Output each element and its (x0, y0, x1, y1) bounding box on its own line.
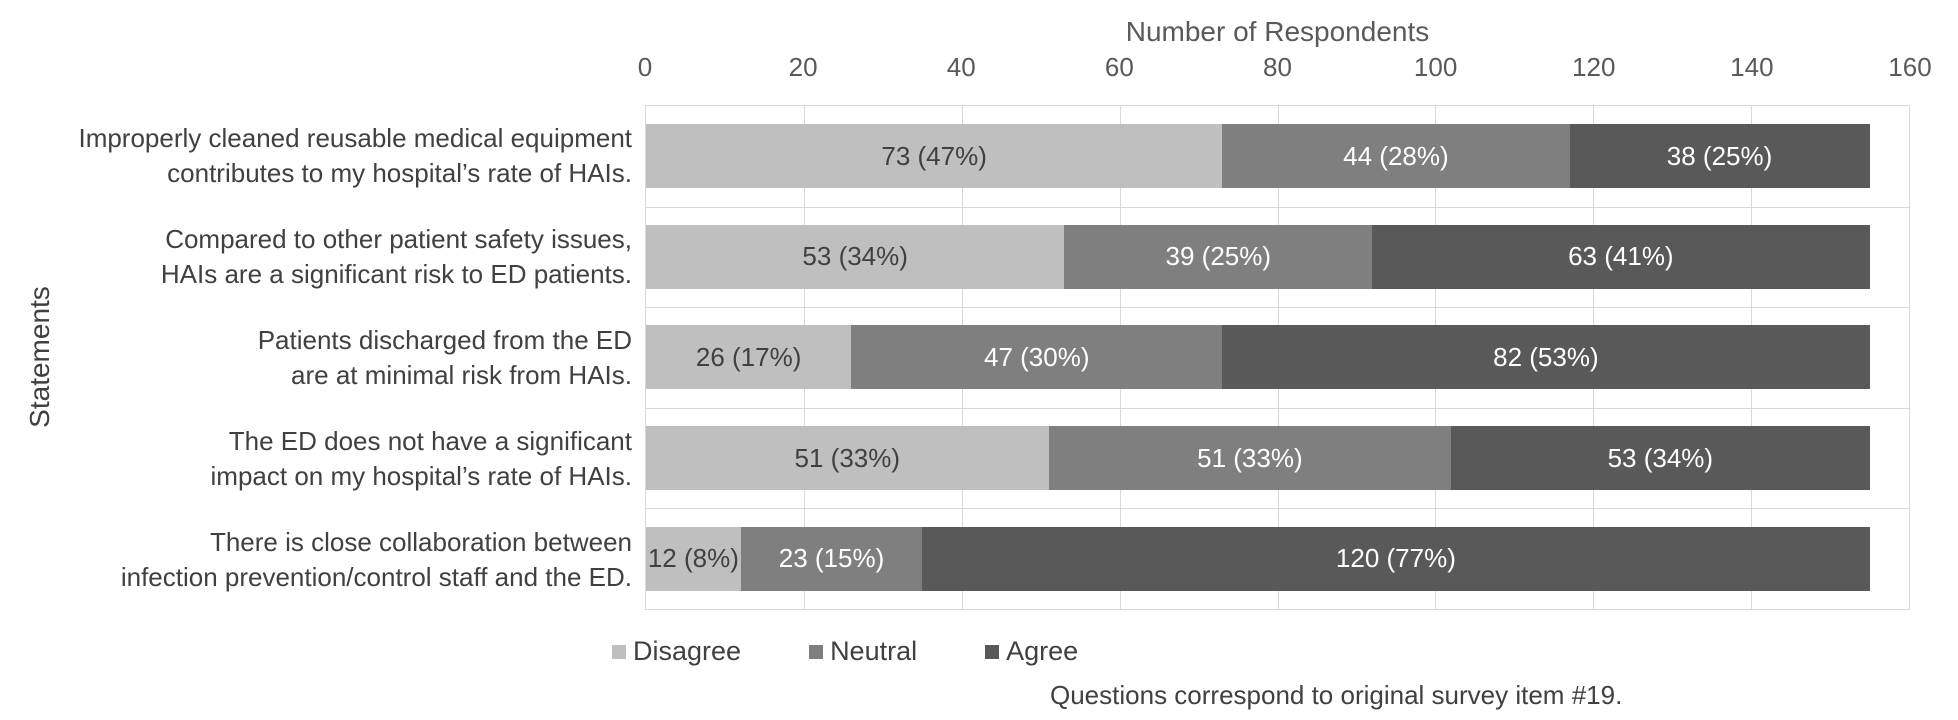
legend-label: Agree (1006, 636, 1079, 666)
x-tick-label: 100 (1413, 52, 1458, 82)
bar-segment-disagree: 73 (47%) (646, 124, 1223, 189)
bar-segment-disagree: 26 (17%) (646, 325, 852, 390)
bar-segment-agree: 63 (41%) (1372, 224, 1870, 289)
bar-segment-disagree: 51 (33%) (646, 426, 1049, 491)
category-label: Improperly cleaned reusable medical equi… (78, 123, 632, 188)
chart-row: 12 (8%) 23 (15%) 120 (77%) (646, 508, 1909, 609)
footnote: Questions correspond to original survey … (1050, 680, 1623, 710)
legend-item-neutral: Neutral (809, 636, 917, 667)
x-tick-label: 20 (788, 52, 818, 82)
x-tick-label: 40 (946, 52, 976, 82)
x-tick-label: 80 (1263, 52, 1292, 82)
horizontal-gridline (646, 407, 1909, 409)
bar-segment-agree: 82 (53%) (1222, 325, 1870, 390)
legend-item-agree: Agree (985, 636, 1078, 667)
category-label: The ED does not have a significant impac… (210, 426, 632, 491)
x-axis-title: Number of Respondents (1125, 16, 1430, 47)
bar-segment-agree: 38 (25%) (1569, 124, 1870, 189)
category-label: Compared to other patient safety issues,… (160, 224, 632, 289)
category-labels: Improperly cleaned reusable medical equi… (0, 105, 632, 610)
bar-segment-disagree: 12 (8%) (646, 526, 741, 591)
category-label: There is close collaboration between inf… (120, 527, 632, 592)
chart-row: 26 (17%) 47 (30%) 82 (53%) (646, 307, 1909, 408)
horizontal-gridline (646, 307, 1909, 309)
bar-segment-neutral: 47 (30%) (851, 325, 1223, 390)
chart-row: 51 (33%) 51 (33%) 53 (34%) (646, 408, 1909, 509)
legend-swatch-icon (809, 644, 824, 659)
bar-segment-agree: 120 (77%) (922, 526, 1870, 591)
bar-segment-neutral: 39 (25%) (1064, 224, 1373, 289)
bar-segment-disagree: 53 (34%) (646, 224, 1065, 289)
chart-row: 53 (34%) 39 (25%) 63 (41%) (646, 207, 1909, 308)
x-tick-label: 0 (637, 52, 653, 82)
legend-item-disagree: Disagree (612, 636, 741, 667)
bar-segment-agree: 53 (34%) (1451, 426, 1870, 491)
legend-label: Neutral (830, 636, 918, 666)
x-tick-label: 160 (1888, 52, 1932, 82)
bar-segment-neutral: 23 (15%) (740, 526, 923, 591)
x-tick-label: 140 (1730, 52, 1774, 82)
y-axis-title: Statements (24, 286, 55, 428)
bar-segment-neutral: 44 (28%) (1222, 124, 1570, 189)
x-tick-label: 120 (1572, 52, 1616, 82)
legend: Disagree Neutral Agree (612, 636, 1078, 667)
bar-segment-neutral: 51 (33%) (1048, 426, 1452, 491)
x-axis-tick-labels: 0 20 40 60 80 100 120 140 160 (638, 52, 1932, 86)
plot-area: 73 (47%) 44 (28%) 38 (25%) 53 (34%) 39 (25%)… (645, 105, 1910, 610)
x-tick-label: 60 (1104, 52, 1134, 82)
horizontal-gridline (646, 206, 1909, 208)
legend-swatch-icon (985, 644, 1000, 659)
legend-swatch-icon (612, 644, 626, 659)
legend-label: Disagree (633, 636, 742, 666)
chart-row: 73 (47%) 44 (28%) 38 (25%) (646, 106, 1909, 207)
category-label: Patients discharged from the ED are at m… (257, 325, 632, 390)
bars-container: 73 (47%) 44 (28%) 38 (25%) 53 (34%) 39 (25%)… (646, 106, 1909, 609)
horizontal-gridline (646, 508, 1909, 510)
